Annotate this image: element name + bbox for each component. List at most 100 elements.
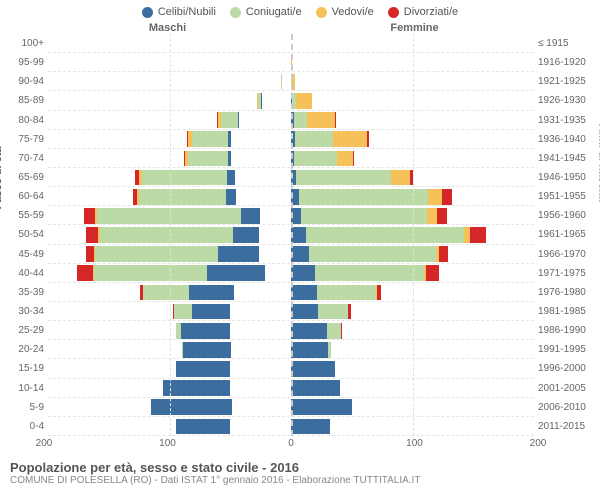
segment-single [291,227,306,243]
grid-line [170,34,171,436]
segment-single [291,265,315,281]
age-label: 0-4 [0,417,44,436]
y-axis-left-title: Fasce di età [0,147,4,210]
segment-married [317,285,376,301]
birth-label: 2011-2015 [538,417,600,436]
segment-married [174,304,192,320]
legend: Celibi/NubiliConiugati/eVedovi/eDivorzia… [0,0,600,22]
birth-label: 1956-1960 [538,206,600,225]
age-label: 50-54 [0,225,44,244]
male-bar [140,285,291,301]
age-label: 20-24 [0,340,44,359]
birth-label: 1996-2000 [538,359,600,378]
female-bar [291,342,389,358]
age-label: 100+ [0,34,44,53]
segment-married [299,189,428,205]
age-label: 15-19 [0,359,44,378]
age-label: 35-39 [0,283,44,302]
male-bar [151,399,291,415]
age-label: 60-64 [0,187,44,206]
segment-single [241,208,260,224]
male-bar [176,361,291,377]
female-bar [291,323,402,339]
male-bar [77,265,291,281]
female-bar [291,131,428,147]
birth-label: 1976-1980 [538,283,600,302]
birth-label: 1931-1935 [538,111,600,130]
female-bar [291,285,439,301]
birth-label: 1916-1920 [538,53,600,72]
legend-swatch [142,7,153,18]
male-bar [257,93,291,109]
segment-widowed [337,151,352,167]
segment-married [318,304,348,320]
male-bar [217,112,291,128]
segment-married [295,131,333,147]
female-bar [291,380,400,396]
legend-label: Coniugati/e [246,6,302,18]
legend-swatch [316,7,327,18]
plot-area [48,34,534,436]
segment-married [94,265,206,281]
legend-label: Vedovi/e [332,6,374,18]
legend-item: Vedovi/e [316,6,374,18]
segment-divorced [335,112,336,128]
female-bar [291,208,485,224]
segment-married [301,208,427,224]
segment-single [291,246,309,262]
birth-label: 1946-1950 [538,168,600,187]
female-header: Femmine [291,22,538,34]
segment-divorced [470,227,485,243]
segment-married [95,246,218,262]
segment-single [291,342,328,358]
segment-married [192,131,229,147]
male-bar [86,246,291,262]
segment-single [233,227,259,243]
age-label: 30-34 [0,302,44,321]
segment-divorced [77,265,93,281]
segment-married [294,112,307,128]
birth-year-axis: ≤ 19151916-19201921-19251926-19301931-19… [534,34,600,436]
female-bar [291,265,481,281]
male-bar [176,323,291,339]
x-tick: 100 [406,438,423,449]
segment-single [183,342,231,358]
birth-label: 1971-1975 [538,264,600,283]
birth-label: 1961-1965 [538,225,600,244]
age-label: 10-14 [0,379,44,398]
male-bar [173,304,291,320]
female-bar [291,361,394,377]
male-header: Maschi [44,22,291,34]
age-label: 90-94 [0,72,44,91]
segment-single [192,304,230,320]
birth-label: 1936-1940 [538,130,600,149]
segment-divorced [367,131,368,147]
legend-swatch [388,7,399,18]
age-axis: 100+95-9990-9485-8980-8475-7970-7465-696… [0,34,48,436]
birth-label: 1941-1945 [538,149,600,168]
segment-married [139,189,226,205]
segment-single [291,285,317,301]
birth-label: 2001-2005 [538,379,600,398]
x-axis: 2001000100200 [0,438,600,452]
age-label: 5-9 [0,398,44,417]
male-bar [281,74,291,90]
segment-single [291,380,340,396]
segment-divorced [426,265,439,281]
x-tick: 100 [159,438,176,449]
male-bar [86,227,291,243]
segment-divorced [84,208,94,224]
segment-single [291,361,335,377]
female-bar [291,170,464,186]
legend-label: Celibi/Nubili [158,6,216,18]
gender-headers: Maschi Femmine [0,22,600,34]
segment-divorced [437,208,447,224]
male-bar [182,342,291,358]
male-bar [84,208,291,224]
segment-divorced [341,323,342,339]
age-label: 75-79 [0,130,44,149]
segment-widowed [391,170,410,186]
segment-married [142,170,228,186]
segment-divorced [377,285,381,301]
birth-label: 1951-1955 [538,187,600,206]
